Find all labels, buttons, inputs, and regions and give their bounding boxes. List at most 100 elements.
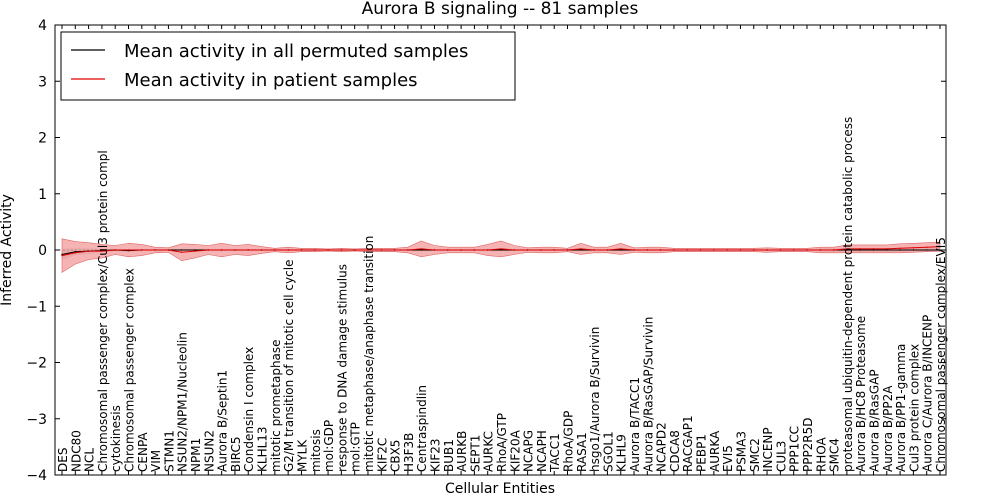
data-point-patient xyxy=(686,249,688,251)
data-point-patient xyxy=(287,249,289,251)
x-tick-label: AURKA xyxy=(708,430,722,472)
legend-label-patient: Mean activity in patient samples xyxy=(124,70,418,91)
legend: Mean activity in all permuted samples Me… xyxy=(60,31,516,101)
x-tick-label: mol:GDP xyxy=(322,420,336,472)
data-point-patient xyxy=(447,249,449,251)
data-point-patient xyxy=(753,249,755,251)
data-point-patient xyxy=(926,246,928,248)
x-tick-label: NCL xyxy=(83,448,97,472)
x-tick-label: KIF2C xyxy=(375,438,389,472)
x-axis-label: Cellular Entities xyxy=(445,481,555,497)
data-point-patient xyxy=(260,249,263,251)
x-tick-label: Aurora B/TACC1 xyxy=(628,377,642,472)
x-tick-label: SMC2 xyxy=(748,438,762,472)
data-point-patient xyxy=(220,249,223,251)
y-tick-label: 4 xyxy=(38,18,47,34)
x-tick-label: CBX5 xyxy=(389,440,403,472)
data-point-patient xyxy=(779,249,782,251)
x-tick-label: NCAPD2 xyxy=(655,422,669,472)
data-point-patient xyxy=(141,249,143,251)
x-tick-label: Aurora B/PP2A xyxy=(881,385,895,472)
x-tick-label: Aurora C/Aurora B/INCENP xyxy=(921,315,935,472)
x-tick-label: KIF23 xyxy=(429,438,443,472)
data-point-permuted xyxy=(926,249,928,251)
x-tick-label: AURKB xyxy=(455,431,469,472)
data-point-patient xyxy=(713,249,715,251)
x-tick-label: NCAPH xyxy=(535,430,549,472)
data-point-patient xyxy=(393,249,396,251)
data-point-patient xyxy=(327,249,329,251)
legend-label-permuted: Mean activity in all permuted samples xyxy=(124,41,468,62)
x-axis-ticks: DES NDC80 NCL Chromosomal passenger complex… xyxy=(56,25,948,475)
data-point-patient xyxy=(114,249,116,251)
y-tick-label: 0 xyxy=(38,243,47,259)
data-point-patient xyxy=(354,249,356,251)
data-point-patient xyxy=(606,249,609,251)
data-point-permuted xyxy=(181,249,183,251)
data-point-permuted xyxy=(194,249,196,251)
data-point-patient xyxy=(872,248,875,250)
data-point-patient xyxy=(832,249,835,251)
data-point-patient xyxy=(646,249,648,251)
x-tick-label: AURKC xyxy=(482,431,496,472)
data-point-patient xyxy=(739,249,742,251)
data-point-patient xyxy=(101,250,103,252)
y-tick-label: −1 xyxy=(26,299,47,315)
x-tick-label: PSMA3 xyxy=(735,431,749,472)
data-point-permuted xyxy=(859,249,861,251)
data-point-patient xyxy=(74,252,77,254)
data-point-patient xyxy=(340,249,343,251)
data-point-patient xyxy=(699,249,702,251)
x-tick-label: PPP1CC xyxy=(788,426,802,472)
y-tick-label: −4 xyxy=(26,468,47,484)
x-tick-label: cytokinesis xyxy=(109,405,123,472)
x-tick-label: BIRC5 xyxy=(229,436,243,472)
data-point-patient xyxy=(87,250,90,252)
data-point-patient xyxy=(899,247,901,249)
y-axis-label: Inferred Activity xyxy=(0,194,15,306)
data-point-permuted xyxy=(846,249,848,251)
y-tick-label: 1 xyxy=(38,187,47,203)
series-lines xyxy=(61,245,941,257)
data-point-patient xyxy=(726,249,728,251)
x-tick-label: NDC80 xyxy=(69,430,83,472)
x-tick-label: hsgo1/Aurora B/Survivin xyxy=(588,327,602,472)
data-point-patient xyxy=(859,248,861,250)
data-point-patient xyxy=(407,249,409,251)
x-tick-label: KLHL9 xyxy=(615,434,629,472)
data-point-patient xyxy=(766,249,768,251)
x-tick-label: RHOA xyxy=(814,436,828,472)
x-tick-label: Aurora B/RasGAP/Survivin xyxy=(641,317,655,472)
data-point-permuted xyxy=(580,249,582,251)
x-tick-label: mitosis xyxy=(309,429,323,472)
data-point-patient xyxy=(793,249,795,251)
data-point-permuted xyxy=(61,253,63,256)
data-point-patient xyxy=(659,249,662,251)
data-point-patient xyxy=(540,249,542,251)
data-point-patient xyxy=(593,249,595,251)
x-tick-label: NSUN2 xyxy=(202,430,216,472)
data-point-patient xyxy=(61,254,63,257)
data-point-patient xyxy=(274,249,276,251)
data-point-patient xyxy=(247,249,249,251)
x-tick-label: Chromosomal passenger complex xyxy=(123,268,137,472)
x-tick-label: Aurora B/Septin1 xyxy=(216,370,230,472)
x-tick-label: KLHL13 xyxy=(256,426,270,472)
x-tick-label: NPM1 xyxy=(189,438,203,472)
x-tick-label: Aurora B/HC8 Proteasome xyxy=(854,316,868,472)
data-point-permuted xyxy=(872,249,875,251)
x-tick-label: STMN1 xyxy=(162,430,176,472)
x-tick-label: NSUN2/NPM1/Nucleolin xyxy=(176,332,190,472)
x-tick-label: KIF20A xyxy=(508,429,522,472)
data-point-patient xyxy=(912,247,915,249)
data-point-patient xyxy=(806,249,808,251)
data-point-patient xyxy=(367,249,369,251)
data-point-patient xyxy=(526,249,529,251)
x-tick-label: SGOL1 xyxy=(601,431,615,472)
data-point-patient xyxy=(207,249,209,251)
data-point-permuted xyxy=(620,249,622,251)
x-tick-label: SMC4 xyxy=(828,438,842,472)
data-point-patient xyxy=(127,249,130,251)
data-point-patient xyxy=(314,249,316,251)
